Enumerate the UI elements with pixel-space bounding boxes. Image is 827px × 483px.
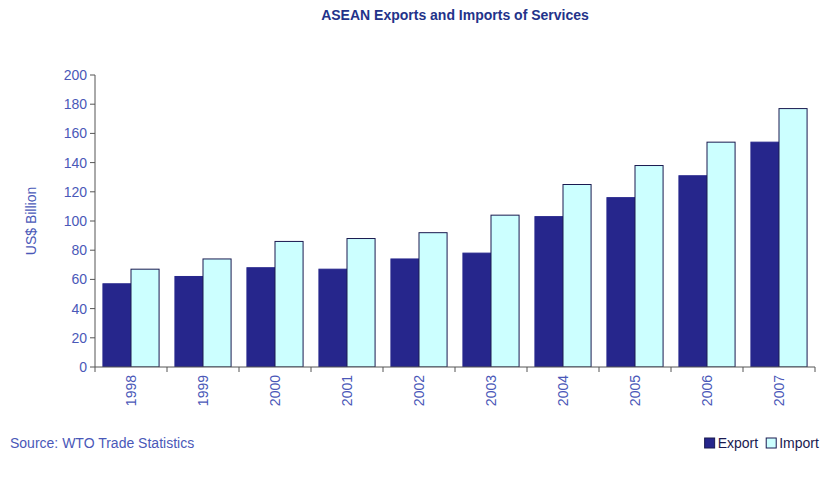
x-tick-separator <box>167 367 168 372</box>
bar <box>319 269 347 367</box>
bar <box>535 217 563 367</box>
y-tick-label: 140 <box>64 155 88 171</box>
x-tick-separator <box>239 367 240 372</box>
x-tick-separator <box>527 367 528 372</box>
y-axis-title: US$ Billion <box>23 187 39 255</box>
bar <box>203 259 231 367</box>
y-tick-label: 160 <box>64 125 88 141</box>
x-tick-separator <box>311 367 312 372</box>
y-tick-label: 120 <box>64 184 88 200</box>
x-tick-separator <box>815 367 816 372</box>
y-tick <box>90 279 95 280</box>
bar <box>563 185 591 368</box>
x-tick-separator <box>95 367 96 372</box>
y-tick-label: 200 <box>64 67 88 83</box>
bar <box>419 233 447 367</box>
bar <box>779 109 807 367</box>
y-tick <box>90 250 95 251</box>
bar <box>347 239 375 367</box>
x-tick-separator <box>455 367 456 372</box>
source-note: Source: WTO Trade Statistics <box>10 435 194 451</box>
y-tick <box>90 337 95 338</box>
bar <box>103 284 131 367</box>
x-tick-label: 2006 <box>699 375 715 406</box>
y-tick <box>90 367 95 368</box>
bar <box>175 276 203 367</box>
bar <box>247 268 275 367</box>
bar <box>463 253 491 367</box>
legend-label: Import <box>779 435 819 451</box>
y-tick-label: 80 <box>71 242 87 258</box>
bar <box>707 142 735 367</box>
x-tick-label: 2003 <box>483 375 499 406</box>
x-tick-separator <box>671 367 672 372</box>
y-tick <box>90 221 95 222</box>
chart-container: ASEAN Exports and Imports of Services US$… <box>0 0 827 483</box>
y-tick-label: 60 <box>71 271 87 287</box>
bar <box>679 176 707 367</box>
bar <box>751 142 779 367</box>
y-axis <box>95 75 96 367</box>
x-tick-label: 2002 <box>411 375 427 406</box>
x-tick-label: 1999 <box>195 375 211 406</box>
y-tick <box>90 133 95 134</box>
y-tick-label: 100 <box>64 213 88 229</box>
chart-svg: ASEAN Exports and Imports of Services US$… <box>0 0 827 483</box>
x-tick-label: 1998 <box>123 375 139 406</box>
bar <box>131 269 159 367</box>
bar <box>635 166 663 367</box>
y-tick <box>90 75 95 76</box>
legend-swatch <box>705 438 715 448</box>
bar <box>275 241 303 367</box>
bar <box>391 259 419 367</box>
y-tick <box>90 162 95 163</box>
bar <box>491 215 519 367</box>
y-tick <box>90 104 95 105</box>
x-tick-separator <box>383 367 384 372</box>
y-tick-label: 20 <box>71 330 87 346</box>
legend-label: Export <box>718 435 759 451</box>
bar <box>607 198 635 367</box>
y-tick-label: 180 <box>64 96 88 112</box>
y-tick-label: 40 <box>71 301 87 317</box>
y-tick <box>90 308 95 309</box>
legend: Export Import <box>705 435 819 451</box>
y-tick <box>90 191 95 192</box>
x-tick-separator <box>599 367 600 372</box>
x-tick-label: 2007 <box>771 375 787 406</box>
legend-swatch <box>766 438 776 448</box>
y-tick-label: 0 <box>79 359 87 375</box>
x-tick-label: 2001 <box>339 375 355 406</box>
x-tick-separator <box>743 367 744 372</box>
bars <box>103 109 807 367</box>
x-tick-label: 2000 <box>267 375 283 406</box>
x-tick-label: 2005 <box>627 375 643 406</box>
chart-title: ASEAN Exports and Imports of Services <box>321 7 589 23</box>
x-tick-label: 2004 <box>555 375 571 406</box>
